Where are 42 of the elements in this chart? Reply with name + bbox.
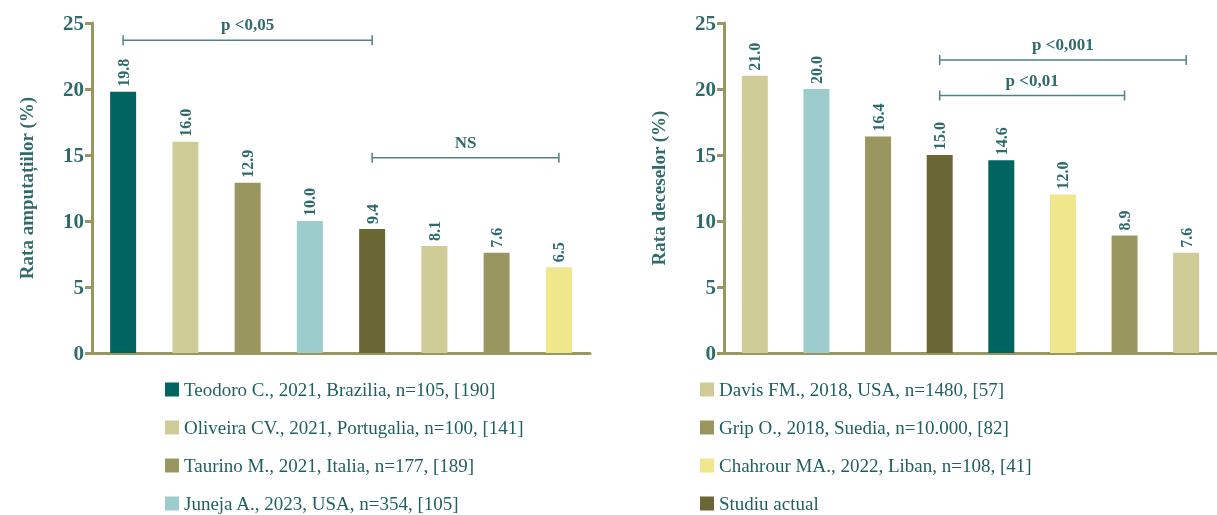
- y-tick-label: 10: [695, 209, 716, 233]
- legend-label: Grip O., 2018, Suedia, n=10.000, [82]: [719, 417, 1009, 438]
- data-label: 9.4: [363, 203, 381, 224]
- y-axis-title: Rata deceselor (%): [648, 110, 670, 266]
- y-tick-label: 20: [695, 77, 716, 101]
- y-tick-label: 10: [63, 209, 84, 233]
- annotation: NS: [454, 132, 477, 152]
- data-label: 15.0: [931, 122, 949, 150]
- y-tick-label: 25: [695, 11, 716, 35]
- data-label: 19.8: [114, 58, 132, 87]
- data-label: 20.0: [807, 56, 825, 84]
- annotation: p <0,05: [221, 15, 275, 35]
- data-label: 8.1: [425, 221, 443, 242]
- y-tick-label: 20: [63, 77, 84, 101]
- y-tick-label: 25: [63, 11, 84, 35]
- y-axis-title: Rata amputațiilor (%): [16, 96, 38, 280]
- data-label: 16.4: [869, 103, 887, 132]
- annotation: p <0,001: [1032, 34, 1094, 54]
- y-tick-label: 0: [705, 341, 716, 365]
- y-tick-label: 15: [63, 143, 84, 167]
- data-label: 7.6: [1177, 227, 1195, 248]
- legend-label: Davis FM., 2018, USA, n=1480, [57]: [719, 379, 1005, 400]
- legend-label: Oliveira CV., 2021, Portugalia, n=100, [141]: [184, 417, 524, 438]
- legend-label: Teodoro C., 2021, Brazilia, n=105, [190]: [184, 379, 496, 400]
- data-label: 8.9: [1116, 210, 1134, 231]
- legend-label: Taurino M., 2021, Italia, n=177, [189]: [184, 455, 475, 476]
- data-label: 16.0: [176, 108, 194, 137]
- y-tick-label: 5: [705, 275, 716, 299]
- data-label: 12.9: [239, 149, 257, 178]
- legend-label: Studiu actual: [719, 493, 819, 514]
- legend-label: Juneja A., 2023, USA, n=354, [105]: [184, 493, 459, 514]
- y-tick-label: 15: [695, 143, 716, 167]
- legend-label: Chahrour MA., 2022, Liban, n=108, [41]: [719, 455, 1032, 476]
- y-tick-label: 0: [73, 341, 84, 365]
- annotation: p <0,01: [1005, 70, 1059, 90]
- y-tick-label: 5: [73, 275, 84, 299]
- data-label: 10.0: [301, 188, 319, 216]
- data-label: 21.0: [746, 42, 764, 71]
- data-label: 12.0: [1054, 161, 1072, 190]
- data-label: 14.6: [992, 127, 1010, 156]
- data-label: 6.5: [550, 242, 568, 263]
- data-label: 7.6: [488, 227, 506, 248]
